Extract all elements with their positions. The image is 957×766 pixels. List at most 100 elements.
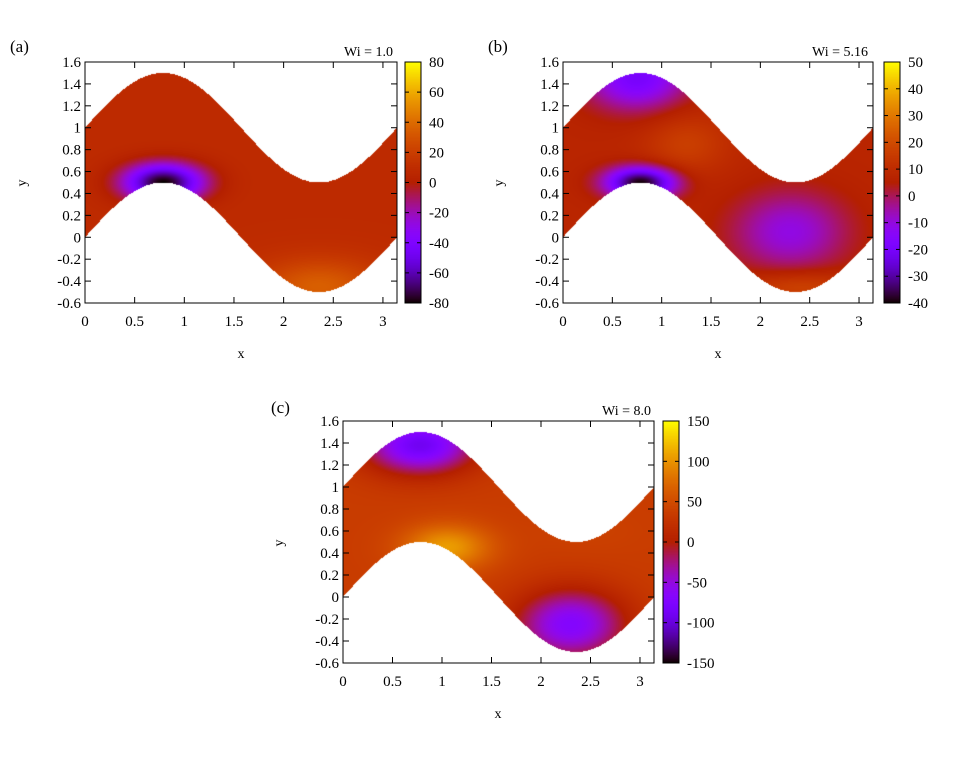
- colorbar-tick-label: 60: [429, 85, 444, 101]
- plot-frame: [84, 61, 398, 304]
- colorbar-tick-label: 0: [687, 535, 695, 551]
- colorbar-tick-label: 0: [908, 189, 916, 205]
- x-tick-label: 1: [438, 674, 446, 690]
- colorbar-tick-label: -80: [429, 296, 449, 312]
- heatmap-field: [563, 62, 873, 303]
- colorbar-tick-label: -60: [429, 266, 449, 282]
- y-tick-label: 1: [552, 121, 560, 137]
- x-tick-label: 2: [537, 674, 545, 690]
- y-tick-label: 0.6: [540, 165, 559, 181]
- y-tick-label: 1.2: [320, 458, 339, 474]
- x-tick-label: 0: [339, 674, 347, 690]
- colorbar-ticks: 80 60 40 20 0 -20 -40 -60 -80: [405, 55, 449, 312]
- x-axis-label: x: [238, 347, 245, 362]
- x-axis-label: x: [495, 707, 502, 722]
- colorbar-tick-label: 20: [908, 135, 923, 151]
- y-axis-ticks: -0.6 -0.4 -0.2 0 0.2 0.4 0.6 0.8 1 1.2 1.4 1.6: [57, 55, 397, 312]
- x-tick-label: 1: [658, 314, 666, 330]
- x-tick-label: 0.5: [125, 314, 144, 330]
- y-axis-ticks: -0.6 -0.4 -0.2 0 0.2 0.4 0.6 0.8 1 1.2 1.4 1.6: [535, 55, 873, 312]
- y-tick-label: 0: [552, 230, 560, 246]
- y-tick-label: 1.4: [62, 77, 81, 93]
- colorbar-tick-label: -100: [687, 616, 715, 632]
- panel-b: 0 0.5 1 1.5 2 2.5 3 -0.6 -0.4 -0.2 0 0.2 0.4 0.6 0.8 1…: [488, 37, 928, 362]
- x-axis-ticks: 0 0.5 1 1.5 2 2.5 3: [81, 62, 387, 330]
- colorbar-tick-label: 40: [429, 115, 444, 131]
- x-tick-label: 0: [559, 314, 567, 330]
- colorbar-ticks: 150 100 50 0 -50 -100 -150: [663, 414, 715, 672]
- colorbar-tick-label: 0: [429, 176, 437, 192]
- y-tick-label: 0: [332, 590, 340, 606]
- colorbar-tick-label: 10: [908, 162, 923, 178]
- y-tick-label: 1.6: [320, 414, 339, 430]
- y-tick-label: 0.4: [540, 186, 559, 202]
- panel-label: (a): [10, 37, 29, 56]
- plot-frame: [342, 420, 655, 664]
- y-tick-label: -0.2: [315, 612, 339, 628]
- colorbar-tick-label: 40: [908, 82, 923, 98]
- y-tick-label: 1.2: [540, 99, 559, 115]
- y-axis-ticks: -0.6 -0.4 -0.2 0 0.2 0.4 0.6 0.8 1 1.2 1.4 1.6: [315, 414, 654, 672]
- x-tick-label: 2: [757, 314, 765, 330]
- y-tick-label: 1.6: [62, 55, 81, 71]
- x-tick-label: 3: [636, 674, 644, 690]
- x-tick-label: 3: [855, 314, 863, 330]
- y-tick-label: 1.2: [62, 99, 81, 115]
- x-axis-ticks: 0 0.5 1 1.5 2 2.5 3: [339, 421, 644, 690]
- panel-label: (b): [488, 37, 508, 56]
- colorbar-tick-label: 150: [687, 414, 710, 430]
- colorbar-ticks: 50 40 30 20 10 0 -10 -20 -30 -40: [884, 55, 928, 312]
- colorbar-tick-label: -10: [908, 216, 928, 232]
- plot-frame: [562, 61, 874, 304]
- colorbar-tick-label: -30: [908, 269, 928, 285]
- x-tick-label: 2.5: [324, 314, 343, 330]
- colorbar: [884, 62, 900, 303]
- y-tick-label: 0.2: [320, 568, 339, 584]
- y-tick-label: 0.8: [540, 143, 559, 159]
- chart-title: Wi = 8.0: [602, 404, 651, 419]
- y-tick-label: -0.4: [315, 634, 339, 650]
- x-tick-label: 1.5: [482, 674, 501, 690]
- y-tick-label: 0.2: [62, 208, 81, 224]
- x-tick-label: 0.5: [383, 674, 402, 690]
- y-tick-label: -0.4: [57, 274, 81, 290]
- x-tick-label: 0.5: [603, 314, 622, 330]
- panel-a: 0 0.5 1 1.5 2 2.5 3 -0.6 -0.4 -0.2 0 0.2 0.4 0.6 0.8 1…: [10, 37, 449, 362]
- panel-label: (c): [271, 398, 290, 417]
- colorbar-tick-label: -40: [908, 296, 928, 312]
- y-tick-label: -0.6: [57, 296, 81, 312]
- x-tick-label: 0: [81, 314, 89, 330]
- y-tick-label: 1: [74, 121, 82, 137]
- colorbar-tick-label: 20: [429, 145, 444, 161]
- y-tick-label: 0.4: [320, 546, 339, 562]
- colorbar-tick-label: -150: [687, 656, 715, 672]
- colorbar-tick-label: 50: [908, 55, 923, 71]
- y-tick-label: 0.6: [62, 165, 81, 181]
- x-tick-label: 1.5: [225, 314, 244, 330]
- colorbar-tick-label: -50: [687, 575, 707, 591]
- y-tick-label: 1.6: [540, 55, 559, 71]
- y-tick-label: 0.8: [62, 143, 81, 159]
- x-axis-ticks: 0 0.5 1 1.5 2 2.5 3: [559, 62, 863, 330]
- y-tick-label: 1.4: [540, 77, 559, 93]
- colorbar: [663, 421, 679, 663]
- chart-title: Wi = 1.0: [344, 45, 393, 60]
- y-tick-label: 0.6: [320, 524, 339, 540]
- colorbar-tick-label: -40: [429, 236, 449, 252]
- colorbar-tick-label: -20: [429, 206, 449, 222]
- y-tick-label: -0.6: [535, 296, 559, 312]
- y-axis-label: y: [492, 180, 507, 187]
- chart-title: Wi = 5.16: [812, 45, 868, 60]
- panel-c: 0 0.5 1 1.5 2 2.5 3 -0.6 -0.4 -0.2 0 0.2 0.4 0.6 0.8 1…: [271, 398, 715, 722]
- x-tick-label: 2.5: [581, 674, 600, 690]
- x-tick-label: 1.5: [702, 314, 721, 330]
- y-tick-label: 0.8: [320, 502, 339, 518]
- y-tick-label: -0.4: [535, 274, 559, 290]
- colorbar-tick-label: 100: [687, 454, 710, 470]
- y-tick-label: -0.2: [535, 252, 559, 268]
- y-tick-label: 1: [332, 480, 340, 496]
- x-tick-label: 2.5: [800, 314, 819, 330]
- y-axis-label: y: [15, 180, 30, 187]
- colorbar-tick-label: 80: [429, 55, 444, 71]
